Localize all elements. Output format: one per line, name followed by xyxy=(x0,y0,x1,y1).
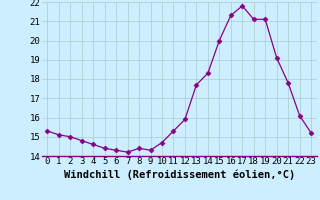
X-axis label: Windchill (Refroidissement éolien,°C): Windchill (Refroidissement éolien,°C) xyxy=(64,169,295,180)
